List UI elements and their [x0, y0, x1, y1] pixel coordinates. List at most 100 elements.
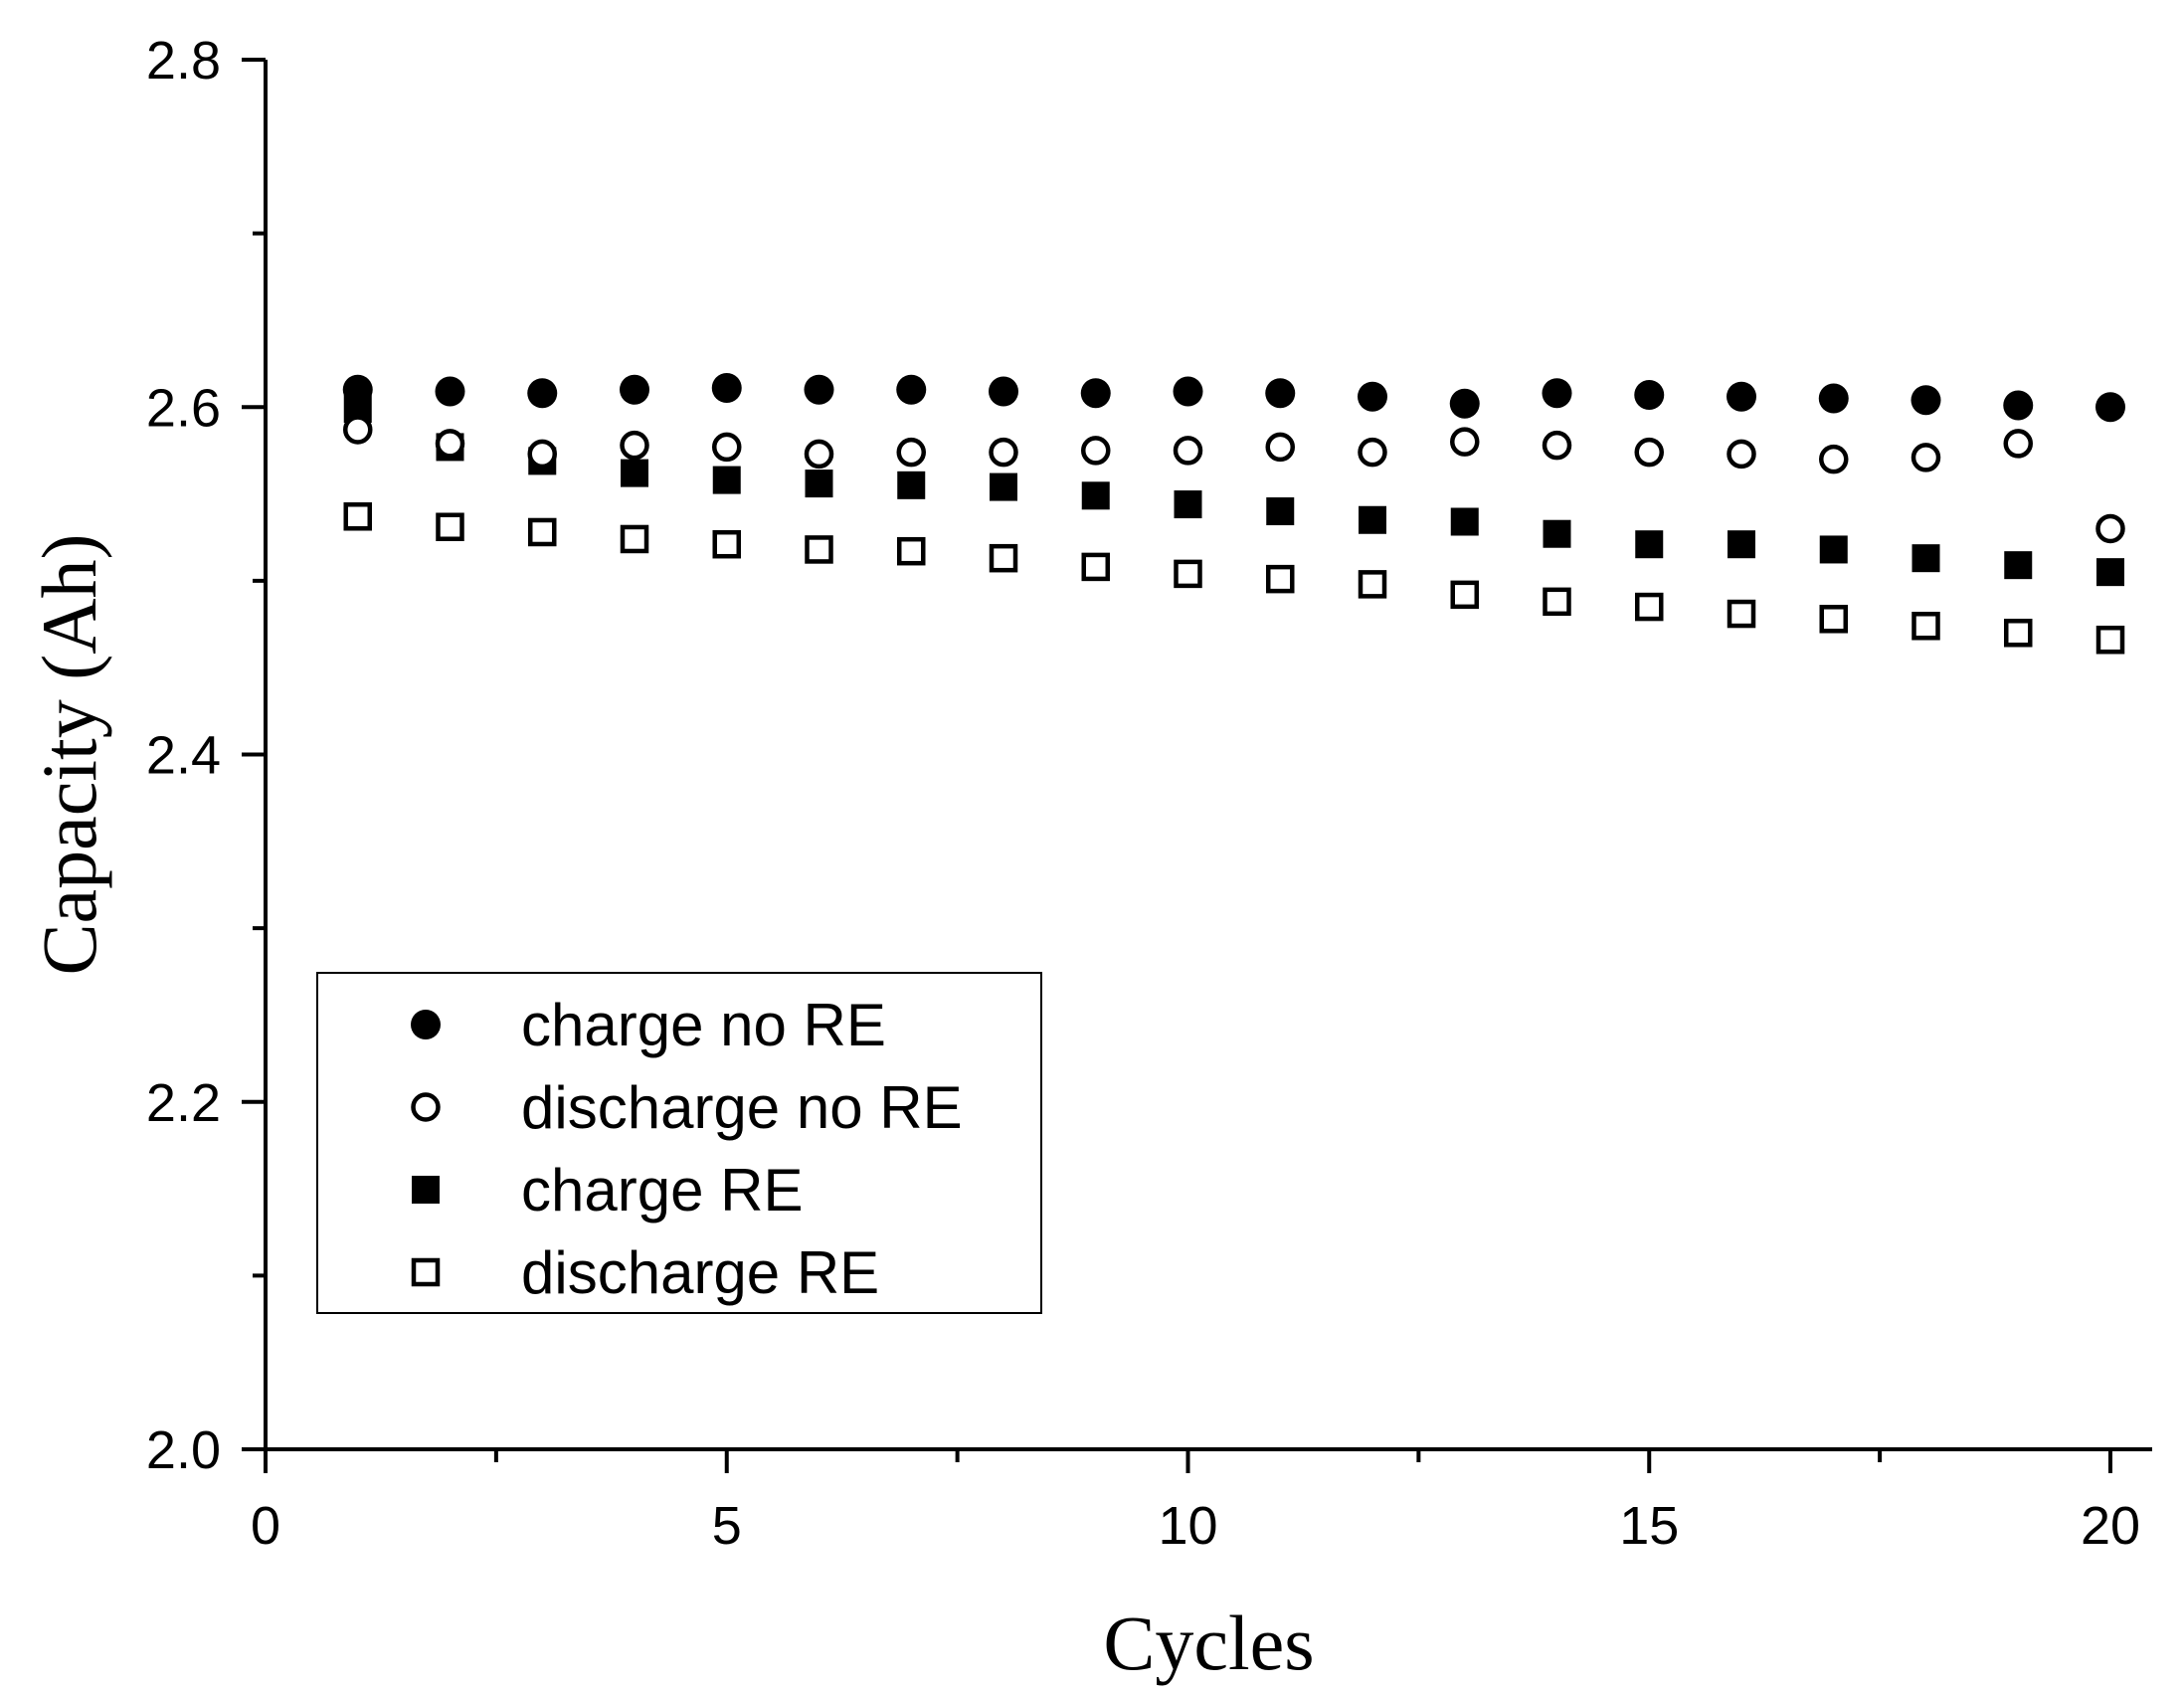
data-point: [804, 374, 834, 405]
data-point: [1911, 443, 1941, 472]
data-point: [527, 439, 557, 470]
data-point: [712, 466, 741, 494]
data-point: [1543, 587, 1571, 617]
data-point: [1634, 437, 1664, 468]
data-point: [343, 415, 373, 445]
data-point: [989, 437, 1018, 468]
x-tick-label: 10: [1158, 1496, 1217, 1556]
data-point: [711, 373, 742, 404]
data-point: [435, 376, 465, 407]
data-point: [1173, 376, 1203, 407]
data-point: [1450, 580, 1479, 610]
data-point: [527, 378, 558, 409]
legend-label: charge RE: [521, 1157, 803, 1224]
series-discharge-no-RE: [343, 415, 2125, 544]
data-point: [1358, 381, 1387, 412]
y-tick-label: 2.2: [146, 1073, 221, 1133]
data-point: [1819, 444, 1849, 474]
data-point: [804, 439, 834, 470]
data-point: [1358, 570, 1387, 599]
data-point: [1174, 490, 1202, 519]
data-point: [342, 374, 373, 405]
data-point: [1174, 559, 1202, 589]
data-point: [1727, 381, 1756, 412]
x-tick-label: 5: [712, 1496, 742, 1556]
data-point: [1358, 437, 1387, 468]
legend-marker: [412, 1176, 440, 1204]
data-point: [1450, 507, 1479, 536]
y-tick-label: 2.0: [146, 1420, 221, 1480]
legend: charge no RE discharge no RE charge RE disc…: [316, 972, 1042, 1314]
data-point: [2096, 558, 2124, 587]
data-point: [1818, 383, 1849, 414]
data-point: [528, 517, 557, 547]
data-point: [1173, 436, 1203, 466]
data-point: [1635, 592, 1664, 622]
data-point: [989, 376, 1018, 407]
data-point: [1359, 505, 1386, 534]
data-point: [989, 543, 1018, 573]
data-point: [1080, 378, 1111, 409]
data-point: [620, 374, 649, 405]
y-tick-label: 2.4: [146, 726, 221, 786]
y-tick-label: 2.8: [146, 31, 221, 91]
series-layer: [342, 373, 2125, 655]
axes: 0 5 10 15 20 2.0 2.2 2.4 2.6 2.8: [146, 31, 2152, 1556]
data-point: [2095, 513, 2125, 544]
data-point: [621, 459, 648, 487]
data-point: [620, 430, 649, 461]
data-point: [1542, 378, 1572, 409]
data-point: [2095, 392, 2125, 423]
data-point: [1635, 530, 1664, 559]
x-tick-label: 20: [2081, 1496, 2140, 1556]
data-point: [2095, 625, 2125, 655]
data-point: [1081, 436, 1111, 466]
data-point: [436, 512, 464, 541]
data-point: [1634, 380, 1665, 411]
data-point: [712, 432, 742, 463]
data-point: [1266, 564, 1295, 594]
data-point: [805, 470, 833, 498]
data-point: [1266, 497, 1295, 526]
x-tick-label: 0: [251, 1496, 280, 1556]
data-point: [2004, 619, 2033, 648]
data-point: [2003, 390, 2034, 421]
data-point: [1265, 432, 1295, 463]
data-point: [1728, 530, 1755, 559]
legend-marker: [411, 1257, 441, 1287]
data-point: [2003, 429, 2033, 459]
data-point: [990, 472, 1017, 501]
data-point: [620, 524, 649, 554]
data-point: [805, 535, 833, 564]
data-point: [1727, 599, 1756, 629]
data-point: [1542, 430, 1572, 461]
data-point: [1081, 481, 1110, 510]
legend-label: charge no RE: [521, 992, 886, 1058]
legend-marker: [411, 1092, 441, 1122]
data-point: [897, 471, 926, 499]
data-point: [1911, 385, 1941, 416]
data-point: [343, 502, 372, 531]
x-axis-title: Cycles: [1103, 1600, 1314, 1686]
data-point: [712, 529, 741, 559]
data-point: [1727, 439, 1756, 470]
series-charge-no-RE: [342, 373, 2125, 423]
data-point: [1911, 544, 1940, 573]
data-point: [1450, 427, 1480, 457]
data-point: [1543, 519, 1571, 548]
data-point: [1819, 535, 1848, 564]
data-point: [896, 437, 926, 468]
series-discharge-RE: [343, 502, 2125, 655]
legend-label: discharge RE: [521, 1239, 879, 1306]
legend-label: discharge no RE: [521, 1074, 963, 1141]
data-point: [897, 536, 926, 566]
data-point: [1819, 605, 1848, 634]
data-point: [1911, 612, 1940, 641]
data-point: [435, 429, 465, 459]
x-tick-label: 15: [1619, 1496, 1679, 1556]
data-point: [1265, 378, 1296, 409]
legend-marker: [411, 1010, 441, 1039]
y-tick-label: 2.6: [146, 378, 221, 438]
